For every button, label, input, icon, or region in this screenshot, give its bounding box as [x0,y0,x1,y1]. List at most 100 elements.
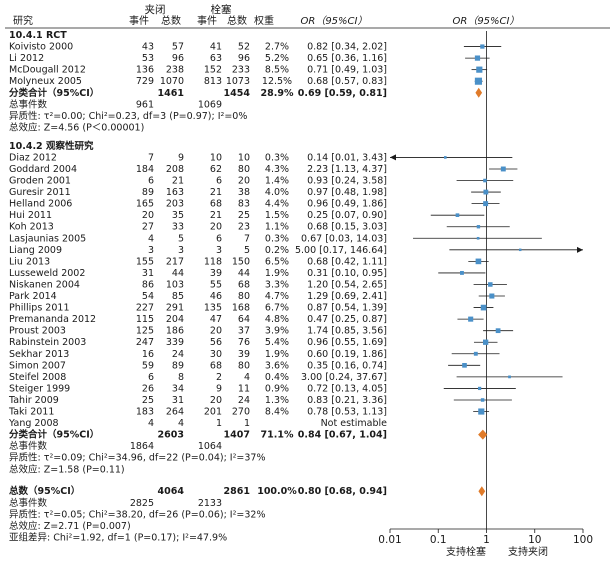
events-1: 27 [142,222,154,233]
events-2: 21 [210,210,222,221]
total-2: 24 [238,395,250,406]
events-2: 56 [210,337,222,348]
weight: 4.0% [265,187,289,198]
events-2: 6 [216,176,222,187]
events-1: 184 [136,164,154,175]
summary-total-1: 4064 [158,486,185,497]
events-1: 6 [148,372,154,383]
events-2: 9 [216,383,222,394]
events-2: 1 [216,418,222,429]
subgroup-title: 10.4.1 RCT [9,30,67,41]
total-1: 85 [172,291,184,302]
study-square [473,351,478,356]
or-ci-text: 0.72 [0.13, 4.05] [307,383,387,394]
x-tick-label: 10 [528,534,541,546]
total-2: 80 [238,291,250,302]
weight: 0.2% [265,245,289,256]
or-ci-text: 0.25 [0.07, 0.90] [307,210,387,221]
events-1: 4 [148,233,154,244]
study-square [483,201,489,207]
favours-right-label: 支持夹闭 [508,545,548,558]
summary-weight: 71.1% [261,430,294,441]
total-events-label: 总事件数 [9,98,48,110]
ci-arrow-right [577,246,583,253]
study-row: Taki 2011 183 264 201 270 8.4% 0.78 [0.53, 1.1… [8,407,387,418]
study-name: Koivisto 2000 [9,42,73,53]
total-2: 52 [238,42,250,53]
study-name: Sekhar 2013 [9,349,69,360]
events-1: 7 [148,152,154,163]
events-1: 136 [136,65,154,76]
weight: 1.9% [265,268,289,279]
total-2: 1 [244,418,250,429]
total-1: 163 [166,187,184,198]
summary-label: 总数（95%CI） [9,485,80,497]
total-events-label: 总事件数 [9,440,48,452]
weight: 0.4% [265,372,289,383]
events-1: 31 [142,268,154,279]
total-2: 76 [238,337,250,348]
total-1: 34 [172,383,184,394]
events-2: 2 [216,372,222,383]
study-name: Phillips 2011 [9,303,69,314]
study-row: Liu 2013 155 217 118 150 6.5% 0.68 [0.42, 1.11… [9,256,387,267]
total-1: 204 [166,314,184,325]
total-events-1: 961 [136,99,154,110]
weight: 6.7% [265,303,289,314]
or-ci-text: 0.31 [0.10, 0.95] [307,268,387,279]
total-2: 4 [244,372,250,383]
total-2: 80 [238,164,250,175]
study-name: Guresir 2011 [9,187,71,198]
events-1: 43 [142,42,154,53]
or-ci-text: Not estimable [321,418,388,429]
study-row: Li 2012 53 96 63 96 5.2% 0.65 [0.36, 1.16] [9,53,387,64]
plot-marks [390,44,583,497]
study-name: Groden 2001 [9,176,71,187]
total-1: 291 [166,303,184,314]
overall-effect-text: 总效应: Z=4.56 (P＜0.00001) [9,121,144,133]
or-ci-text: 1.29 [0.69, 2.41] [307,291,387,302]
study-name: Lasjaunias 2005 [9,233,86,244]
ci-arrow-left [390,154,396,161]
study-name: Rabinstein 2003 [9,337,86,348]
events-2: 201 [204,407,222,418]
total-2: 68 [238,279,250,290]
total-2: 44 [238,268,250,279]
total-2: 83 [238,199,250,210]
events-2: 46 [210,291,222,302]
events-2: 68 [210,199,222,210]
events-1: 4 [148,418,154,429]
total-1: 203 [166,199,184,210]
total-1: 9 [178,152,184,163]
weight: 5.2% [265,53,289,64]
total-1: 339 [166,337,184,348]
study-name: Koh 2013 [9,222,54,233]
study-square [475,258,482,265]
or-ci-text: 0.68 [0.42, 1.11] [307,256,387,267]
study-name: Proust 2003 [9,326,66,337]
events-2: 41 [210,42,222,53]
total-2: 37 [238,326,250,337]
study-name: Helland 2006 [9,199,72,210]
or-ci-text: 0.96 [0.55, 1.69] [307,337,387,348]
subgroup-title: 10.4.2 观察性研究 [9,140,94,152]
total-1: 186 [166,326,184,337]
events-2: 62 [210,164,222,175]
total-2: 96 [238,53,250,64]
total-2: 20 [238,176,250,187]
study-name: Tahir 2009 [8,395,59,406]
events-1: 155 [136,256,154,267]
weight: 12.5% [262,76,292,87]
events-2: 39 [210,268,222,279]
x-tick-label: 100 [573,534,593,546]
study-row: Park 2014 54 85 46 80 4.7% 1.29 [0.69, 2.41] [9,291,387,302]
or-ci-text: 0.93 [0.24, 3.58] [307,176,387,187]
or-ci-text: 0.97 [0.48, 1.98] [307,187,387,198]
study-square [500,166,506,172]
or-ci-text: 0.68 [0.15, 3.03] [307,222,387,233]
study-square [518,248,522,252]
summary-or-ci-text: 0.69 [0.59, 0.81] [298,88,387,99]
study-row: Hui 2011 20 35 21 25 1.5% 0.25 [0.07, 0.90] [9,210,387,221]
weight: 1.1% [265,222,289,233]
